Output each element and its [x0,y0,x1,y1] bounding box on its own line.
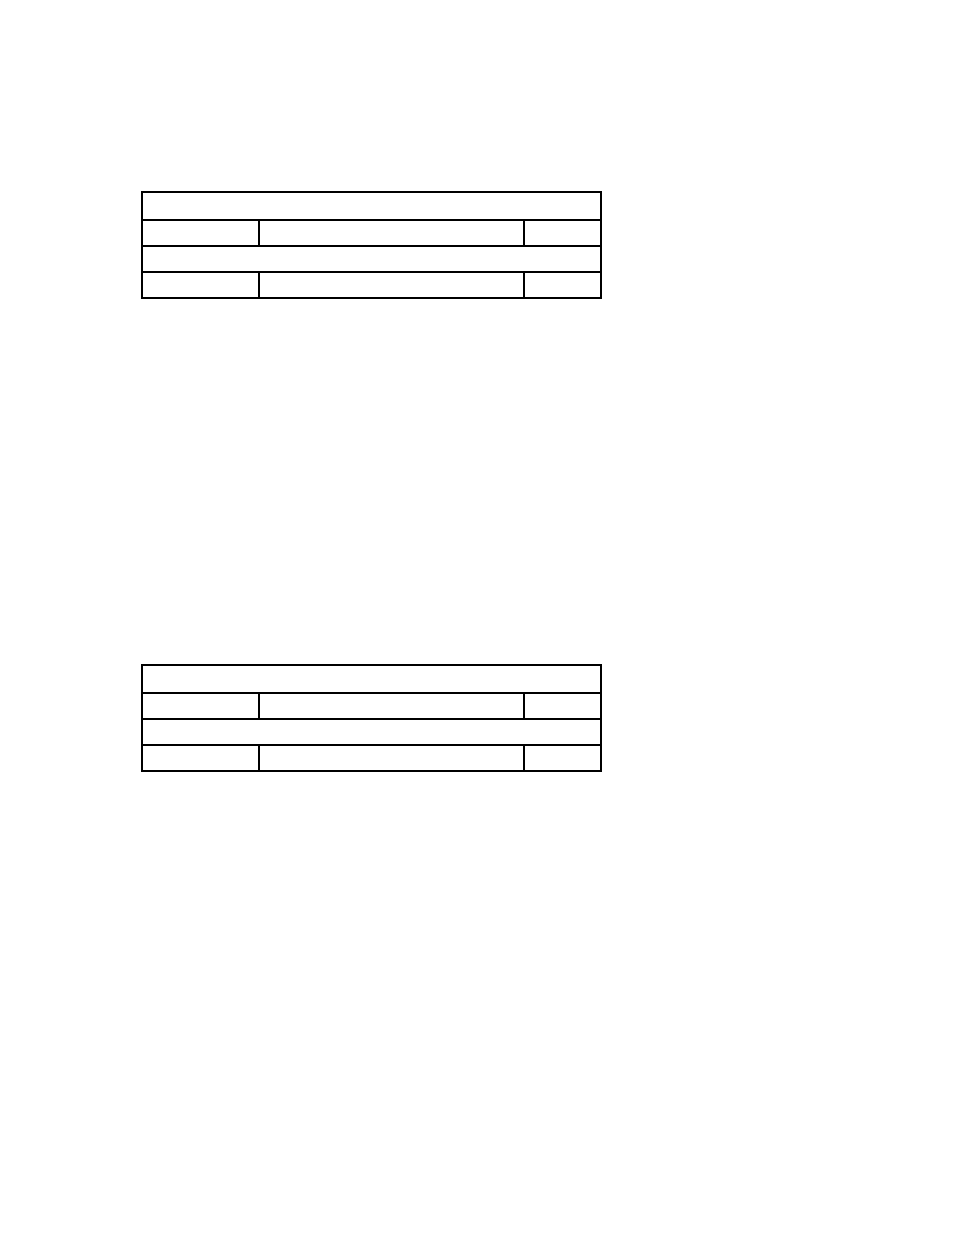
table-cell [258,221,523,245]
table-cell [523,221,600,245]
table-cell [258,694,523,718]
table-1 [141,191,602,299]
table-cell [523,273,600,297]
table-cell [143,247,600,271]
table-cell [258,273,523,297]
table-2 [141,664,602,772]
table-row [143,718,600,744]
table-row [143,245,600,271]
table-row [143,193,600,219]
table-cell [523,746,600,770]
table-cell [143,666,600,692]
table-row [143,219,600,245]
table-cell [523,694,600,718]
table-cell [258,746,523,770]
table-cell [143,273,258,297]
table-row [143,744,600,770]
table-row [143,692,600,718]
table-cell [143,694,258,718]
table-row [143,666,600,692]
table-cell [143,221,258,245]
table-cell [143,746,258,770]
table-cell [143,193,600,219]
table-row [143,271,600,297]
table-cell [143,720,600,744]
